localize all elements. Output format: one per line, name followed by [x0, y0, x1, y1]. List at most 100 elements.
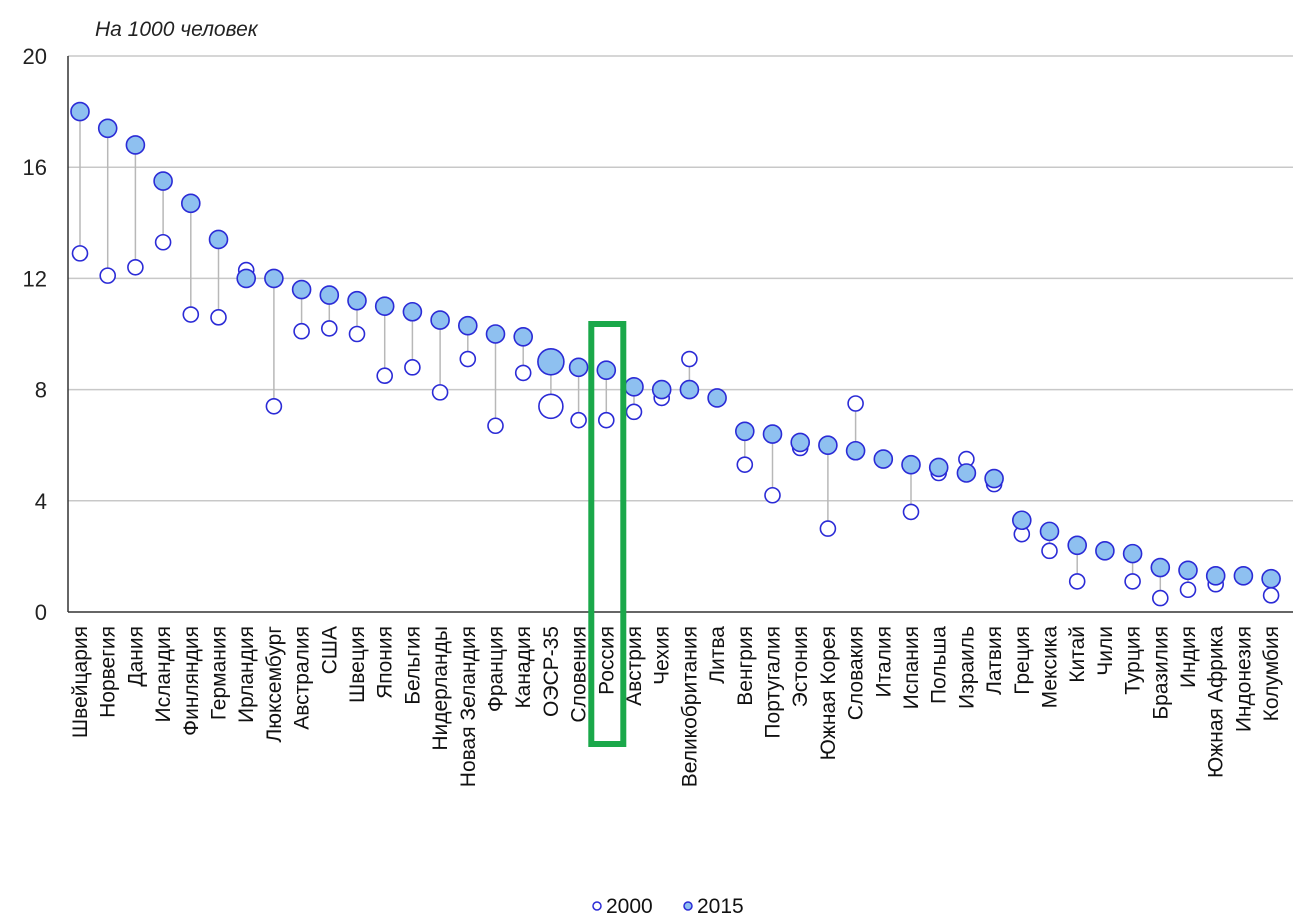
point-2000 — [1179, 581, 1197, 599]
x-tick-label: Чили — [1094, 626, 1117, 676]
point-2000 — [459, 350, 477, 368]
x-tick-label: Израиль — [955, 626, 978, 709]
point-2015 — [568, 357, 589, 378]
x-tick-label: Греция — [1011, 626, 1034, 695]
point-2015 — [1205, 566, 1226, 586]
point-2015 — [1095, 541, 1115, 561]
point-2015 — [430, 310, 450, 330]
point-2000 — [210, 309, 227, 326]
point-2015 — [1233, 566, 1254, 586]
x-tick-label: Чехия — [651, 626, 674, 685]
x-tick-label: Испания — [900, 626, 923, 709]
x-tick-label: Швейцария — [69, 626, 92, 738]
y-tick-label: 0 — [35, 600, 47, 625]
point-2015 — [402, 301, 423, 322]
point-2015 — [928, 457, 949, 478]
point-2015 — [125, 135, 146, 155]
point-2000 — [71, 245, 89, 262]
point-2000 — [1262, 587, 1280, 604]
point-2015 — [236, 268, 256, 289]
point-2000 — [681, 350, 698, 368]
point-2015 — [873, 449, 894, 469]
point-2015 — [264, 268, 284, 289]
x-axis-labels: Швейцария Норвегия Дания Исландия Финляндия Г… — [69, 626, 1283, 788]
point-2015 — [956, 463, 977, 483]
legend-label-2000: 2000 — [606, 895, 653, 917]
y-axis: 0 4 8 12 16 20 — [23, 44, 1293, 625]
y-tick-label: 12 — [23, 266, 47, 291]
x-tick-label: Ирландия — [235, 626, 258, 723]
point-2015 — [319, 285, 340, 305]
x-tick-label: Португалия — [762, 626, 785, 739]
point-2000 — [1068, 573, 1086, 590]
point-2000 — [1041, 542, 1058, 560]
point-2015 — [707, 388, 727, 408]
point-2000 — [293, 322, 310, 340]
x-tick-label: ОЭСР-35 — [540, 626, 563, 717]
x-tick-label: Финляндия — [180, 626, 203, 736]
point-2015 — [624, 377, 644, 397]
point-2015 — [1178, 560, 1198, 581]
point-2000 — [348, 325, 366, 343]
x-tick-label: Япония — [374, 626, 397, 699]
x-tick-label: Австралия — [291, 626, 314, 730]
y-tick-label: 4 — [35, 489, 47, 514]
x-tick-label: Нидерланды — [429, 626, 452, 751]
point-2000 — [819, 520, 837, 537]
point-2015 — [537, 347, 565, 376]
point-2000 — [1124, 573, 1141, 590]
x-tick-label: Словения — [568, 626, 591, 723]
x-tick-label: Литва — [706, 626, 729, 684]
point-2015 — [485, 324, 506, 344]
point-2015 — [790, 432, 811, 453]
point-2015 — [1261, 568, 1281, 589]
point-2015 — [1039, 521, 1060, 542]
legend-marker-2015 — [683, 901, 693, 911]
stems — [79, 111, 1272, 599]
x-tick-label: Норвегия — [97, 626, 120, 718]
x-tick-label: Исландия — [152, 626, 175, 722]
point-2015 — [70, 101, 90, 122]
unit-label: На 1000 человек — [95, 18, 259, 41]
x-tick-label: Индонезия — [1232, 626, 1255, 732]
x-tick-label: Бразилия — [1149, 626, 1172, 720]
x-tick-label: Турция — [1122, 626, 1145, 695]
x-tick-label: Швеция — [346, 626, 369, 703]
point-2015 — [651, 379, 672, 400]
point-2015 — [513, 326, 534, 347]
x-tick-label: Индия — [1177, 626, 1200, 688]
legend-marker-2000 — [592, 901, 602, 911]
point-2015 — [1067, 535, 1087, 556]
points — [70, 101, 1281, 607]
point-2000 — [597, 411, 615, 429]
point-2000 — [404, 359, 421, 376]
point-2000 — [764, 486, 781, 504]
point-2015 — [679, 379, 700, 400]
point-2015 — [97, 118, 118, 139]
x-tick-label: Канадия — [512, 626, 535, 709]
point-2015 — [901, 454, 921, 475]
x-tick-label: Франция — [485, 626, 508, 712]
point-2015 — [1150, 557, 1171, 578]
highlight-box — [588, 321, 627, 747]
point-2015 — [347, 290, 367, 311]
point-2000 — [1152, 589, 1169, 607]
x-tick-label: Германия — [208, 626, 231, 720]
point-2000 — [154, 233, 172, 251]
point-2015 — [1122, 543, 1143, 564]
x-tick-label: Венгрия — [734, 626, 757, 706]
x-tick-label: Бельгия — [401, 626, 424, 705]
point-2015 — [1011, 510, 1032, 531]
point-2000 — [99, 267, 116, 284]
x-tick-label: Южная Корея — [817, 626, 840, 760]
point-2000 — [487, 417, 504, 435]
x-tick-label: Китай — [1066, 626, 1089, 683]
x-tick-label: Дания — [124, 626, 147, 687]
point-2015 — [845, 440, 866, 461]
x-tick-label: Великобритания — [678, 626, 701, 787]
y-tick-label: 16 — [23, 155, 47, 180]
point-2000 — [265, 397, 283, 415]
point-2015 — [596, 360, 617, 380]
x-tick-label: Эстония — [789, 626, 812, 707]
point-2000 — [538, 393, 564, 420]
